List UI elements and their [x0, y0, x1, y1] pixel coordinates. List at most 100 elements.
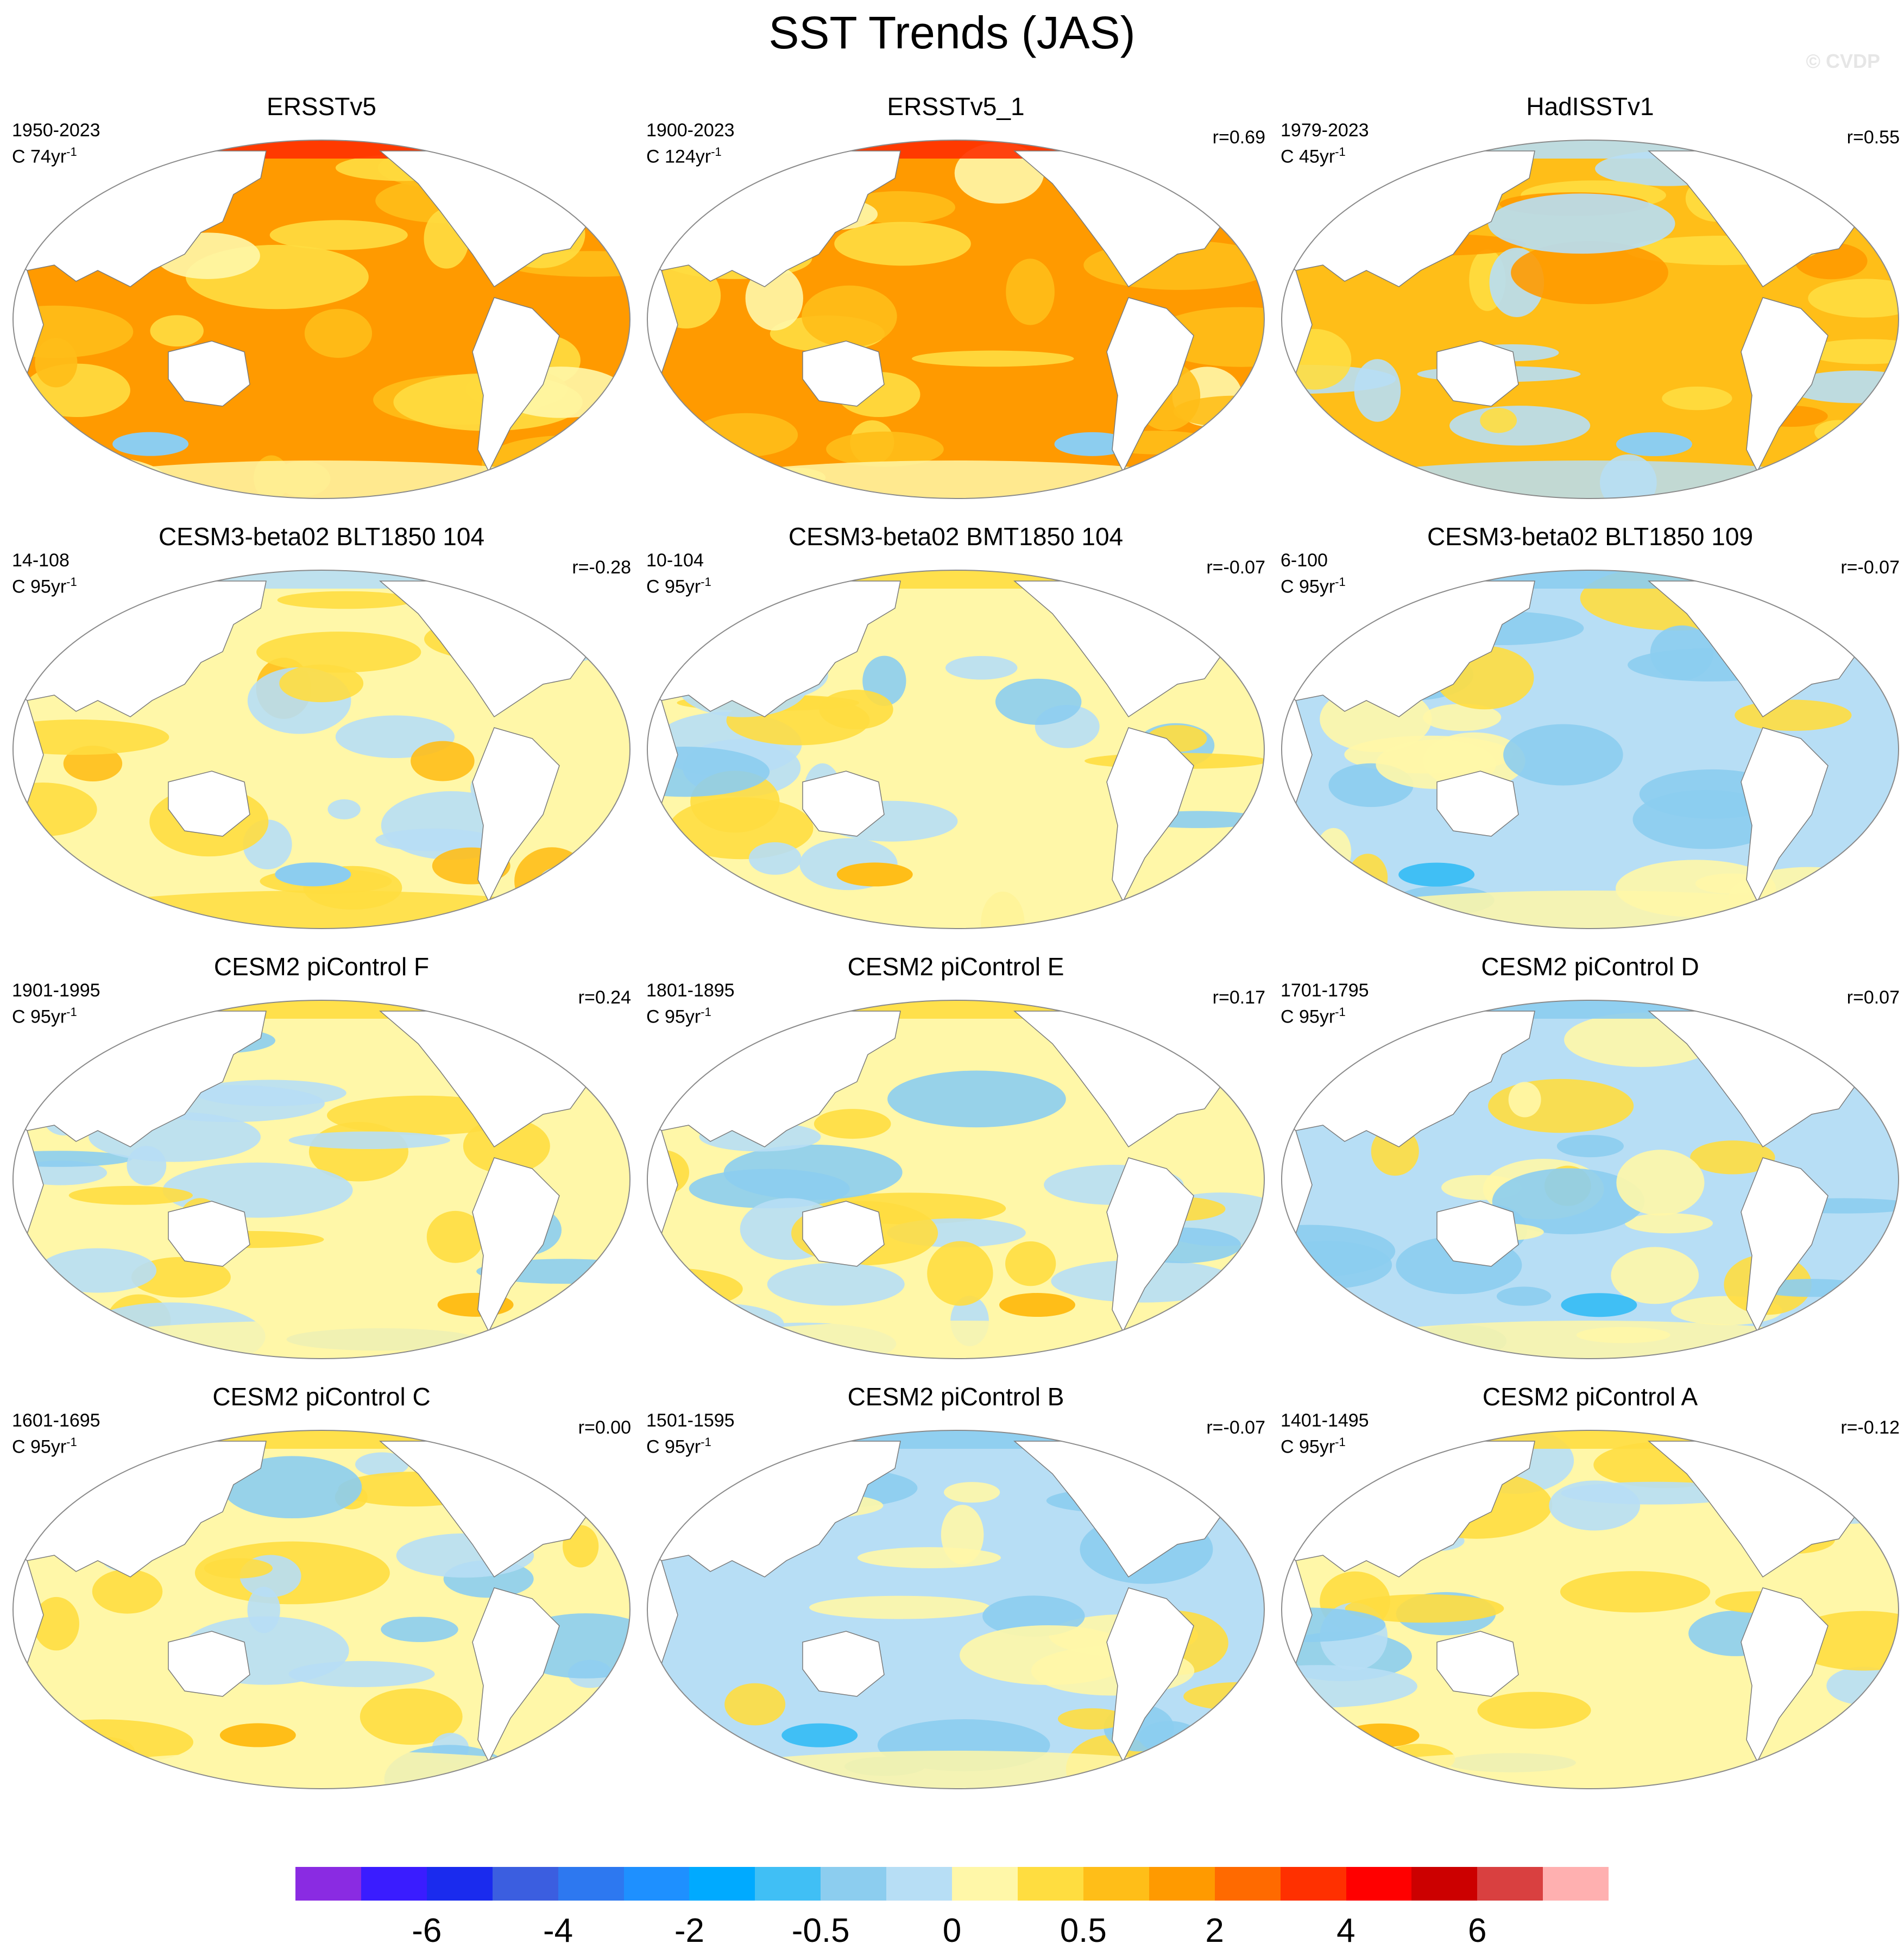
- panel-units: C 95yr-1: [1281, 571, 1346, 597]
- units-text: C 95yr: [12, 1436, 67, 1457]
- colorbar-swatch: [623, 1867, 690, 1901]
- sst-trend-map: [647, 570, 1265, 929]
- pattern-correlation: r=-0.07: [1840, 557, 1900, 578]
- colorbar: [295, 1867, 1609, 1901]
- pattern-correlation: r=-0.28: [572, 557, 631, 578]
- colorbar-swatch: [361, 1867, 427, 1901]
- units-text: C 95yr: [646, 576, 701, 597]
- map-panel: CESM2 piControl D 1701-1795 C 95yr-1 r=0.07: [1274, 951, 1904, 1380]
- colorbar-swatch: [1149, 1867, 1215, 1901]
- pattern-correlation: r=0.00: [578, 1417, 631, 1438]
- panel-title: CESM2 piControl F: [213, 952, 430, 981]
- panel-period: 1801-1895: [646, 980, 735, 1001]
- colorbar-swatch: [1083, 1867, 1149, 1901]
- panel-period: 1900-2023: [646, 120, 735, 141]
- map-panel: CESM3-beta02 BMT1850 104 10-104 C 95yr-1 r=…: [640, 521, 1272, 950]
- panel-period: 14-108: [12, 550, 70, 571]
- colorbar-swatch: [689, 1867, 755, 1901]
- panel-period: 10-104: [646, 550, 704, 571]
- units-text: C 95yr: [646, 1006, 701, 1027]
- pattern-correlation: r=0.69: [1212, 127, 1265, 148]
- panel-units: C 124yr-1: [646, 141, 722, 167]
- units-exponent: -1: [701, 575, 711, 589]
- colorbar-swatch: [1017, 1867, 1083, 1901]
- panel-units: C 95yr-1: [12, 571, 77, 597]
- units-exponent: -1: [1335, 145, 1346, 159]
- colorbar-swatch: [952, 1867, 1018, 1901]
- units-text: C 95yr: [12, 1006, 67, 1027]
- units-text: C 45yr: [1281, 146, 1335, 167]
- units-exponent: -1: [701, 1435, 711, 1449]
- colorbar-swatch: [1214, 1867, 1281, 1901]
- panel-units: C 95yr-1: [12, 1001, 77, 1027]
- panel-period: 1501-1595: [646, 1410, 735, 1431]
- map-panel: CESM2 piControl C 1601-1695 C 95yr-1 r=0.00: [5, 1381, 638, 1810]
- map-panel: CESM2 piControl E 1801-1895 C 95yr-1 r=0.17: [640, 951, 1272, 1380]
- colorbar-tick-label: -0.5: [791, 1912, 850, 1949]
- panel-units: C 95yr-1: [1281, 1001, 1346, 1027]
- map-panel: CESM3-beta02 BLT1850 109 6-100 C 95yr-1 r=-…: [1274, 521, 1904, 950]
- colorbar-swatch: [1543, 1867, 1609, 1901]
- panel-title: ERSSTv5_1: [887, 92, 1025, 121]
- units-text: C 74yr: [12, 146, 67, 167]
- units-exponent: -1: [711, 145, 722, 159]
- panel-units: C 74yr-1: [12, 141, 77, 167]
- pattern-correlation: r=0.24: [578, 987, 631, 1008]
- panel-units: C 95yr-1: [646, 1001, 711, 1027]
- panel-period: 1979-2023: [1281, 120, 1369, 141]
- sst-trend-map: [1281, 140, 1899, 499]
- map-panel: ERSSTv5 1950-2023 C 74yr-1: [5, 91, 638, 520]
- pattern-correlation: r=-0.12: [1840, 1417, 1900, 1438]
- units-text: C 95yr: [1281, 1436, 1335, 1457]
- panel-title: CESM2 piControl B: [847, 1383, 1064, 1411]
- panel-units: C 95yr-1: [646, 1431, 711, 1457]
- colorbar-tick-label: -6: [412, 1912, 442, 1949]
- panel-period: 1701-1795: [1281, 980, 1369, 1001]
- colorbar-tick-label: 4: [1336, 1912, 1356, 1949]
- panel-title: CESM2 piControl E: [847, 952, 1064, 981]
- panel-units: C 95yr-1: [646, 571, 711, 597]
- figure-title: SST Trends (JAS): [768, 7, 1136, 58]
- panel-title: CESM2 piControl C: [212, 1383, 431, 1411]
- pattern-correlation: r=0.07: [1846, 987, 1900, 1008]
- colorbar-tick-label: 0.5: [1060, 1912, 1107, 1949]
- sst-trend-map: [12, 1000, 631, 1359]
- units-exponent: -1: [66, 1435, 77, 1449]
- colorbar-swatch: [1477, 1867, 1543, 1901]
- units-text: C 95yr: [12, 576, 67, 597]
- pattern-correlation: r=0.17: [1212, 987, 1265, 1008]
- colorbar-swatch: [426, 1867, 493, 1901]
- colorbar-swatch: [821, 1867, 887, 1901]
- colorbar-tick-label: 0: [942, 1912, 962, 1949]
- colorbar-tick-label: -2: [674, 1912, 704, 1949]
- panel-title: CESM3-beta02 BLT1850 104: [158, 522, 485, 551]
- colorbar-swatch: [1411, 1867, 1478, 1901]
- units-text: C 95yr: [1281, 1006, 1335, 1027]
- panel-title: ERSSTv5: [267, 92, 376, 121]
- units-text: C 95yr: [646, 1436, 701, 1457]
- panel-period: 1401-1495: [1281, 1410, 1369, 1431]
- units-exponent: -1: [66, 145, 77, 159]
- panel-period: 1950-2023: [12, 120, 100, 141]
- panel-units: C 95yr-1: [12, 1431, 77, 1457]
- sst-trend-map: [647, 1000, 1265, 1359]
- colorbar-swatch: [295, 1867, 361, 1901]
- units-exponent: -1: [1335, 1435, 1346, 1449]
- map-panel: CESM2 piControl B 1501-1595 C 95yr-1 r=-0.0…: [640, 1381, 1272, 1810]
- colorbar-labels: -6 -4 -2 -0.5 0 0.5 2 4 6: [295, 1911, 1609, 1949]
- pattern-correlation: r=-0.07: [1206, 1417, 1265, 1438]
- panel-period: 1601-1695: [12, 1410, 100, 1431]
- panel-title: CESM3-beta02 BLT1850 109: [1427, 522, 1754, 551]
- sst-trend-map: [1281, 570, 1899, 929]
- colorbar-swatch: [492, 1867, 558, 1901]
- colorbar-swatch: [1280, 1867, 1346, 1901]
- panel-period: 6-100: [1281, 550, 1328, 571]
- sst-trend-map: [1281, 1000, 1899, 1359]
- colorbar-swatch: [886, 1867, 953, 1901]
- colorbar-swatch: [755, 1867, 821, 1901]
- sst-trend-map: [12, 140, 631, 499]
- units-exponent: -1: [66, 1005, 77, 1019]
- watermark: © CVDP: [1806, 50, 1880, 72]
- units-exponent: -1: [1335, 575, 1346, 589]
- map-panel: CESM3-beta02 BLT1850 104 14-108 C 95yr-1 r=…: [5, 521, 638, 950]
